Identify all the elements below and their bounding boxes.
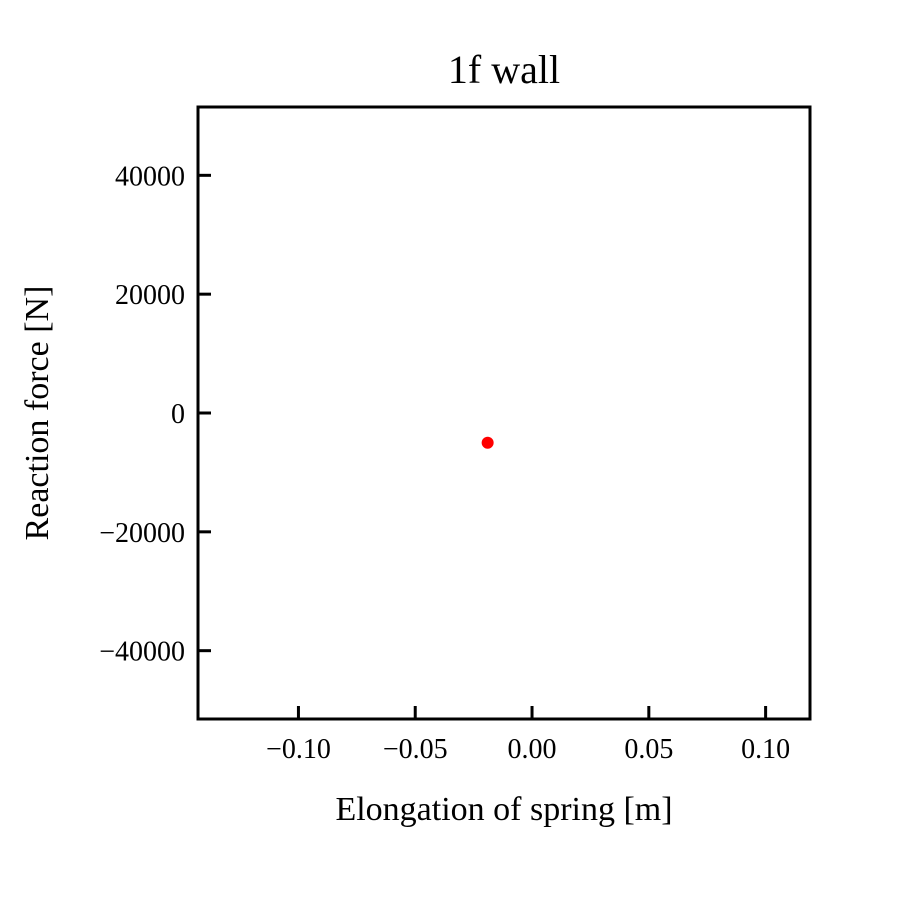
data-point xyxy=(481,436,494,449)
y-axis: 40000 20000 0 −20000 −40000 xyxy=(99,161,211,668)
y-tick-label: −40000 xyxy=(99,637,185,668)
plot-area xyxy=(481,436,494,449)
x-tick-label: −0.10 xyxy=(266,734,331,765)
x-tick-label: 0.05 xyxy=(624,734,673,765)
x-tick-label: 0.00 xyxy=(508,734,557,765)
chart-title: 1f wall xyxy=(448,47,560,92)
axes-frame xyxy=(196,105,812,721)
x-tick-label: 0.10 xyxy=(741,734,790,765)
x-axis-label: Elongation of spring [m] xyxy=(335,791,672,828)
y-tick-label: 0 xyxy=(171,399,185,430)
x-tick-label: −0.05 xyxy=(383,734,448,765)
y-tick-label: 40000 xyxy=(115,161,185,192)
y-tick-label: −20000 xyxy=(99,518,185,549)
y-axis-label: Reaction force [N] xyxy=(19,286,56,541)
y-tick-label: 20000 xyxy=(115,280,185,311)
x-axis: −0.10 −0.05 0.00 0.05 0.10 xyxy=(266,706,790,765)
